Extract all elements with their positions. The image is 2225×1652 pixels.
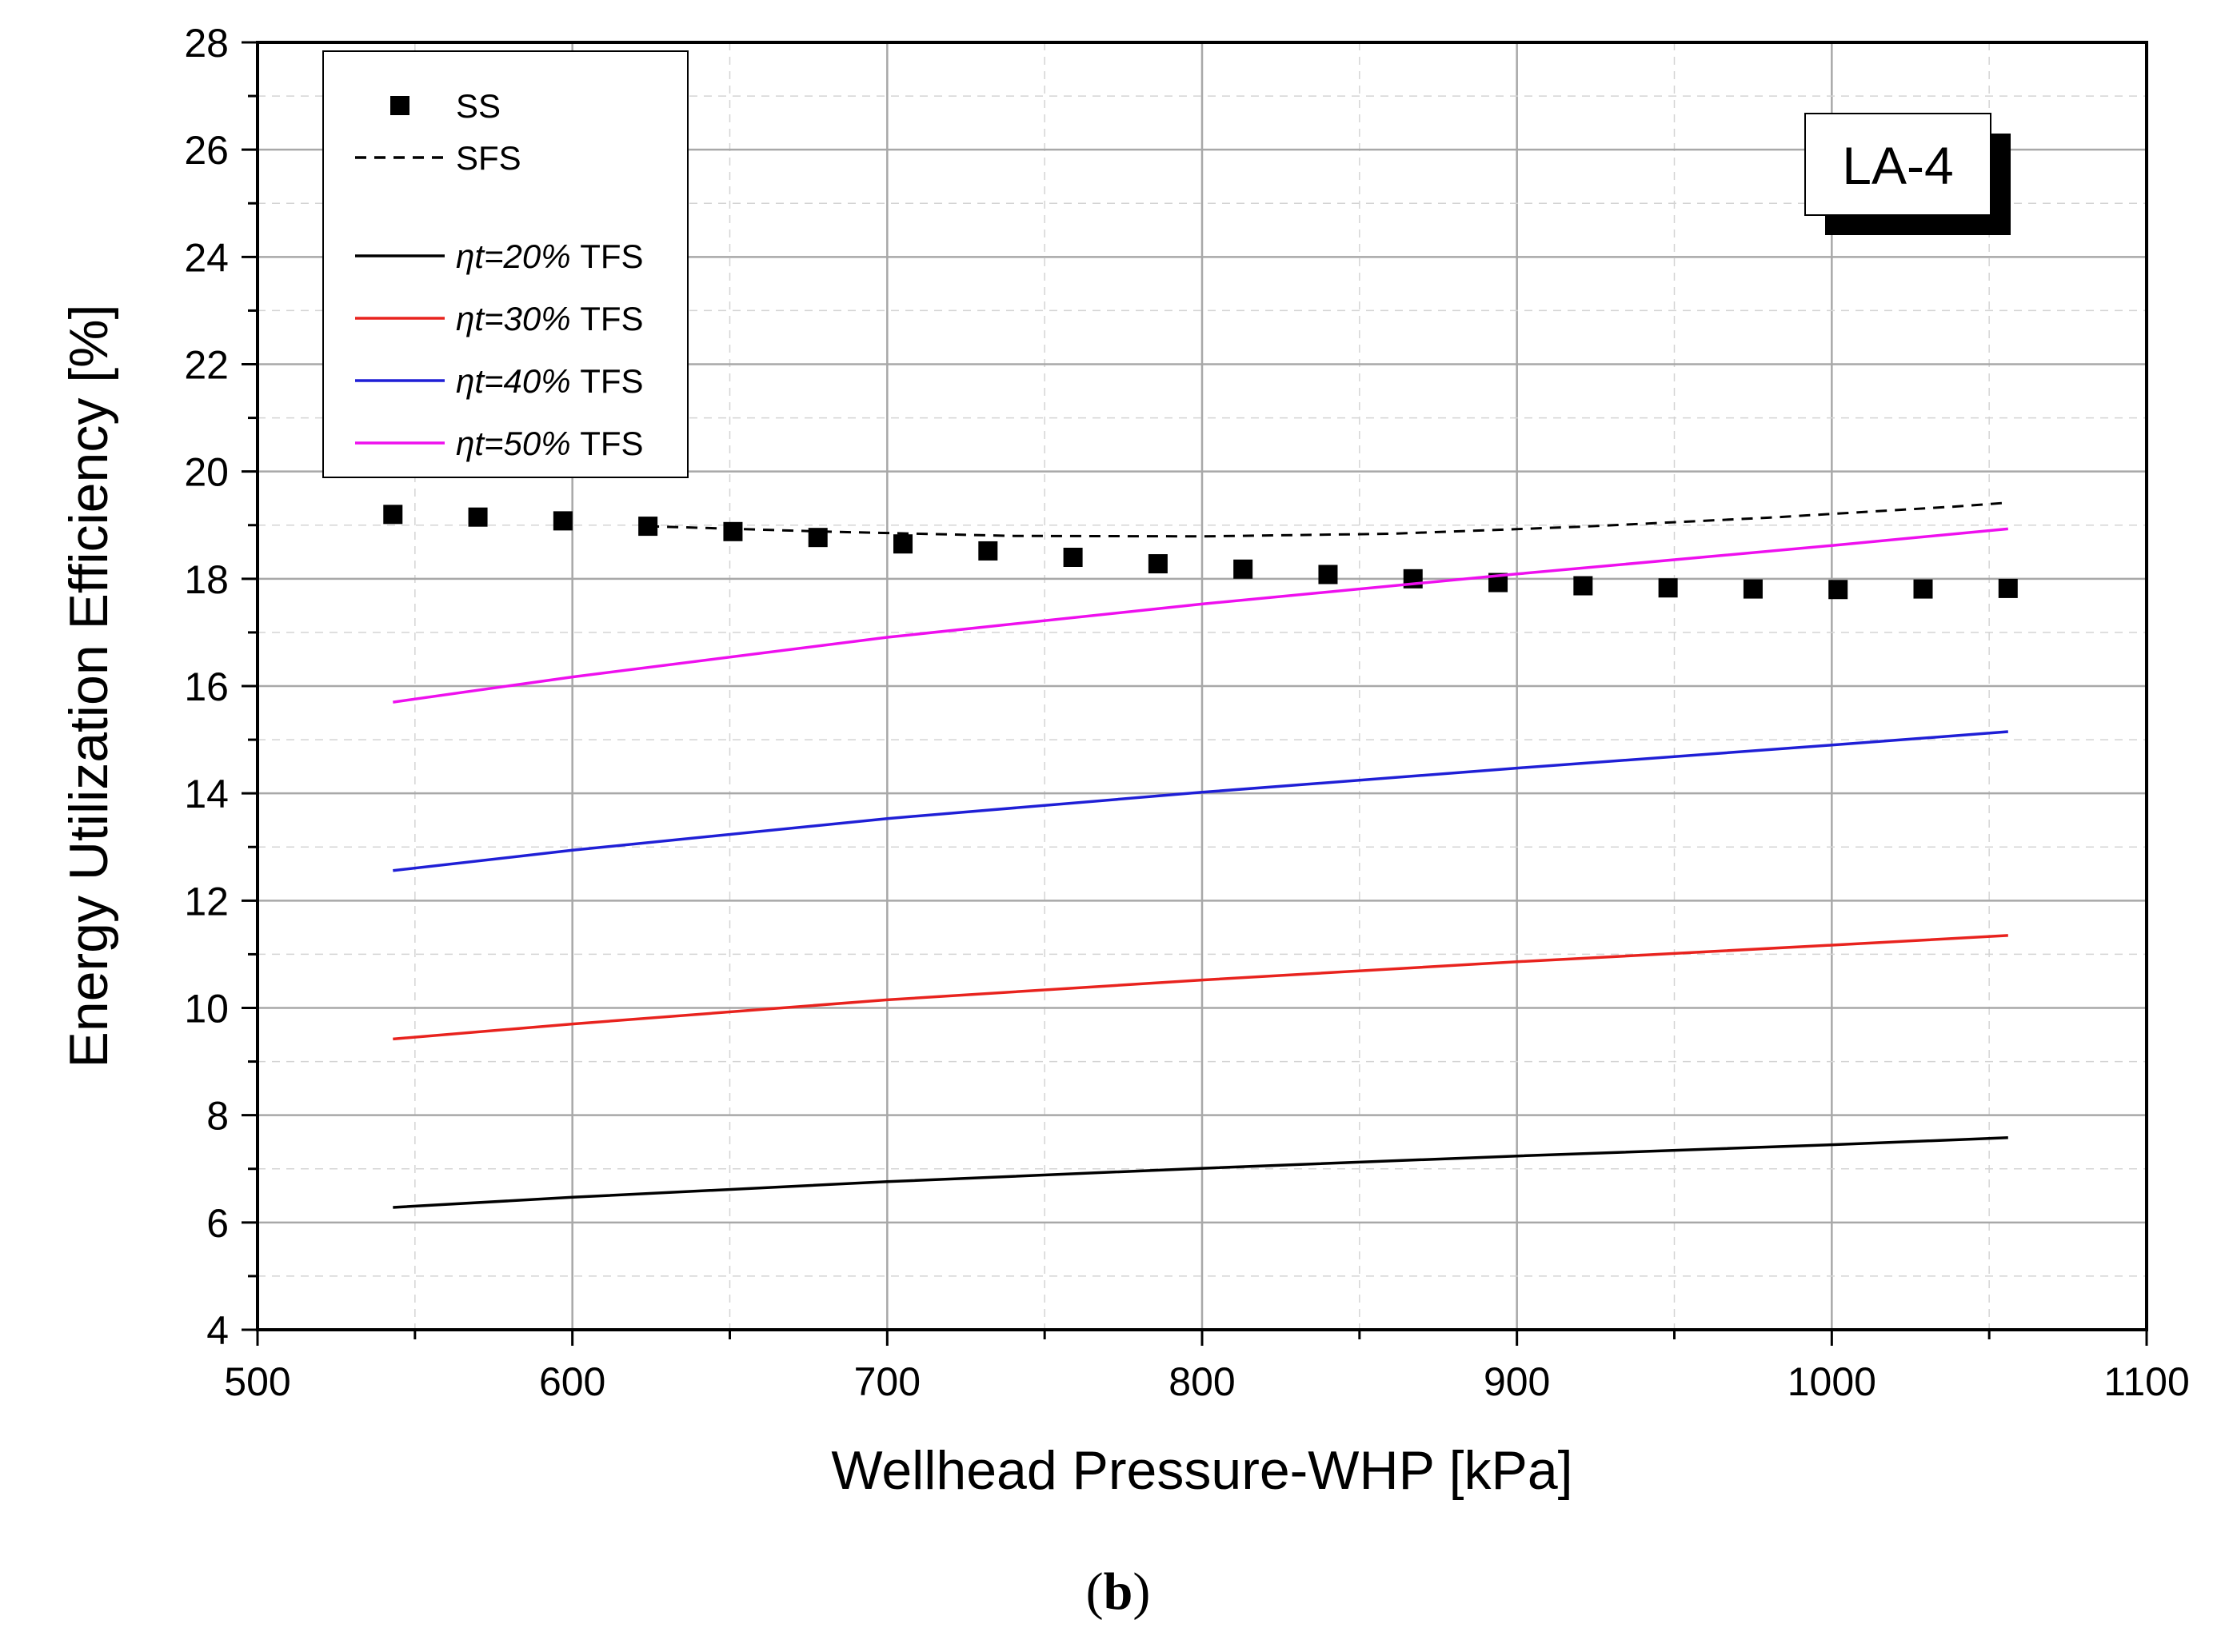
caption-open: (: [1086, 1562, 1104, 1621]
legend-suffix: TFS: [580, 425, 643, 462]
y-tick-label: 26: [184, 128, 229, 173]
ss-marker: [1233, 559, 1253, 579]
ss-marker: [1743, 579, 1763, 599]
ss-marker: [1913, 579, 1933, 599]
ss-marker: [723, 521, 743, 541]
legend-label: SS: [456, 87, 501, 125]
ss-marker: [383, 505, 403, 525]
y-tick-label: 18: [184, 557, 229, 602]
series-line-tfs-20-: [393, 1136, 2008, 1209]
legend-eta-label: ηt=20%: [456, 237, 580, 275]
legend-eta-label: ηt=40%: [456, 362, 580, 400]
ss-marker: [1148, 554, 1168, 574]
ss-marker: [1828, 580, 1848, 600]
legend-suffix: TFS: [580, 362, 643, 400]
y-tick-label: 28: [184, 21, 229, 66]
y-tick-label: 4: [206, 1308, 229, 1353]
legend-label: ηt=30% TFS: [456, 300, 644, 337]
y-tick-label: 20: [184, 450, 229, 495]
x-tick-label: 800: [1168, 1359, 1235, 1404]
x-tick-label: 1000: [1788, 1359, 1876, 1404]
ss-marker: [1573, 576, 1593, 596]
legend-suffix: TFS: [580, 237, 643, 275]
y-tick-label: 6: [206, 1201, 229, 1246]
y-tick-label: 22: [184, 343, 229, 388]
series-line-sfs: [648, 501, 2008, 538]
ss-marker: [893, 534, 913, 554]
legend-box: [322, 50, 689, 478]
ss-marker: [1063, 548, 1083, 567]
badge-label: LA-4: [1842, 136, 1953, 195]
series-line-tfs-30-: [393, 934, 2008, 1041]
y-tick-label: 16: [184, 664, 229, 709]
series-layer: [383, 501, 2018, 1209]
legend-label: ηt=20% TFS: [456, 237, 644, 275]
x-tick-label: 500: [224, 1359, 290, 1404]
y-axis-title: Energy Utilization Efficiency [%]: [58, 305, 119, 1068]
y-tick-label: 14: [184, 772, 229, 816]
legend-label: ηt=50% TFS: [456, 425, 644, 462]
y-tick-label: 8: [206, 1094, 229, 1139]
y-tick-label: 12: [184, 879, 229, 924]
legend-eta-label: ηt=30%: [456, 300, 580, 337]
legend-label: SFS: [456, 139, 521, 177]
caption-letter: b: [1104, 1562, 1133, 1621]
ss-marker: [553, 511, 573, 531]
badge-box: [1804, 113, 1991, 216]
series-line-tfs-40-: [393, 730, 2008, 872]
series-line-tfs-50-: [393, 527, 2008, 704]
x-tick-label: 900: [1484, 1359, 1550, 1404]
caption-close: ): [1132, 1562, 1150, 1621]
legend-eta-label: ηt=50%: [456, 425, 580, 462]
y-tick-label: 10: [184, 987, 229, 1032]
x-axis-title: Wellhead Pressure-WHP [kPa]: [831, 1440, 1572, 1501]
legend-ss-marker: [390, 96, 409, 115]
ss-marker: [1998, 578, 2018, 598]
ss-marker: [1658, 578, 1678, 598]
ss-marker: [468, 507, 488, 527]
legend-suffix: TFS: [580, 300, 643, 337]
ss-marker: [1318, 565, 1338, 585]
x-tick-label: 1100: [2103, 1359, 2190, 1404]
ss-marker: [978, 541, 998, 561]
x-tick-label: 700: [854, 1359, 921, 1404]
legend-label: ηt=40% TFS: [456, 362, 644, 400]
x-tick-label: 600: [539, 1359, 605, 1404]
badge: LA-4: [1804, 113, 2011, 235]
y-tick-label: 24: [184, 235, 229, 280]
tick-layer: 500 600 700 800 900 1000 1100 4 6 8 10 12 14 16 18 20 22…: [184, 21, 2189, 1404]
figure-caption: (b): [1086, 1562, 1151, 1621]
